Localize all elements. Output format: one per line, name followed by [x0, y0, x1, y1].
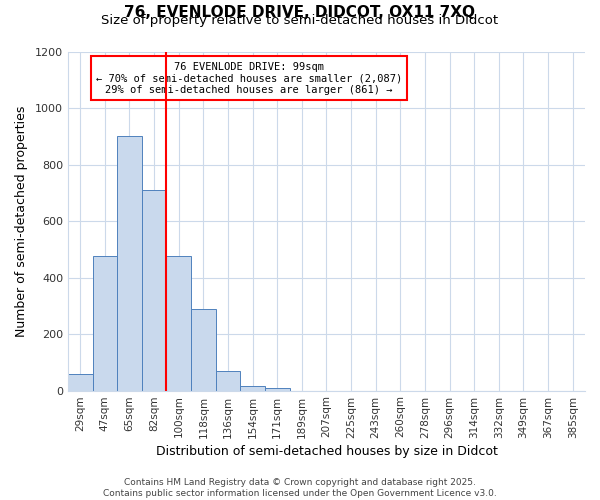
X-axis label: Distribution of semi-detached houses by size in Didcot: Distribution of semi-detached houses by … [155, 444, 497, 458]
Text: Size of property relative to semi-detached houses in Didcot: Size of property relative to semi-detach… [101, 14, 499, 27]
Bar [265, 388, 290, 390]
Bar [240, 386, 265, 390]
Bar [215, 371, 240, 390]
Bar [68, 374, 92, 390]
Text: Contains HM Land Registry data © Crown copyright and database right 2025.
Contai: Contains HM Land Registry data © Crown c… [103, 478, 497, 498]
Y-axis label: Number of semi-detached properties: Number of semi-detached properties [15, 106, 28, 336]
Text: 76, EVENLODE DRIVE, DIDCOT, OX11 7XQ: 76, EVENLODE DRIVE, DIDCOT, OX11 7XQ [125, 5, 476, 20]
Bar [142, 190, 166, 390]
Bar [117, 136, 142, 390]
Text: 76 EVENLODE DRIVE: 99sqm
← 70% of semi-detached houses are smaller (2,087)
29% o: 76 EVENLODE DRIVE: 99sqm ← 70% of semi-d… [96, 62, 402, 95]
Bar [166, 256, 191, 390]
Bar [92, 256, 117, 390]
Bar [191, 308, 215, 390]
